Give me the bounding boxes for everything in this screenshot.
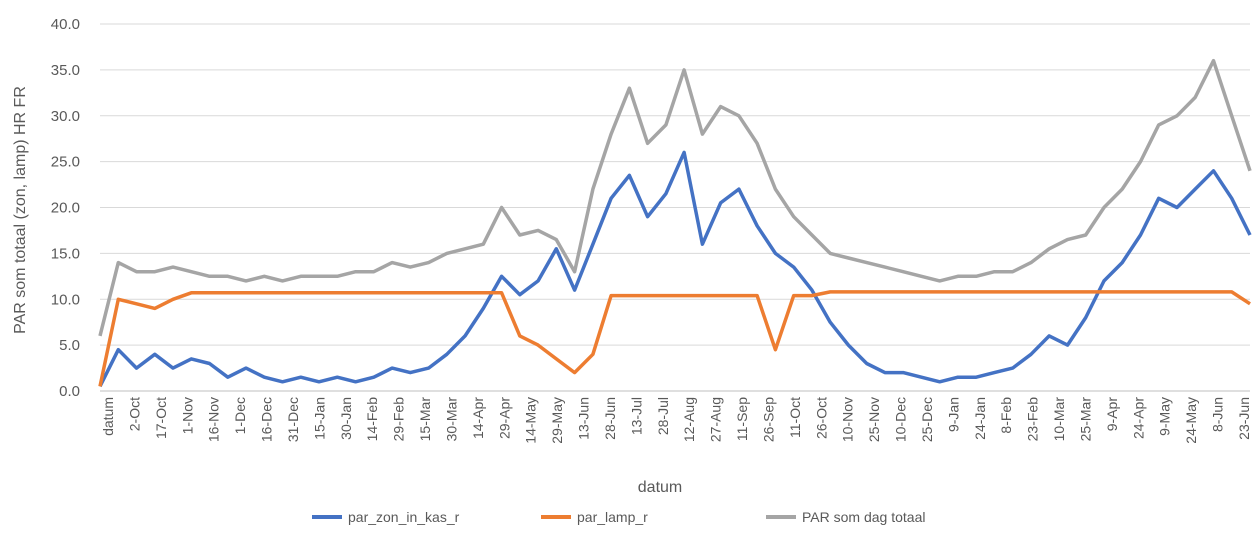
x-tick-label: 15-Mar	[417, 397, 433, 442]
x-tick-label: 8-Feb	[998, 397, 1014, 434]
x-tick-label: 24-May	[1183, 397, 1199, 444]
y-tick-label: 20.0	[51, 200, 80, 217]
x-tick-label: 30-Jan	[338, 397, 354, 440]
legend: par_zon_in_kas_r par_lamp_r PAR som dag to…	[312, 509, 925, 525]
legend-label: par_zon_in_kas_r	[348, 509, 460, 525]
x-tick-label: 23-Feb	[1025, 397, 1041, 442]
x-axis-title: datum	[638, 479, 682, 496]
x-tick-label: 16-Dec	[259, 397, 275, 442]
y-tick-label: 10.0	[51, 291, 80, 308]
y-tick-label: 25.0	[51, 154, 80, 171]
x-tick-label: 1-Dec	[232, 397, 248, 434]
y-tick-labels: 0.0 5.0 10.0 15.0 20.0 25.0 30.0 35.0 40.0	[51, 16, 80, 400]
series-line-par-som-dag-totaal	[98, 58, 1252, 337]
x-tick-label: 10-Dec	[893, 397, 909, 442]
y-tick-label: 30.0	[51, 108, 80, 125]
x-tick-label: datum	[100, 397, 116, 436]
y-axis-title: PAR som totaal (zon, lamp) HR FR	[12, 86, 29, 334]
y-tick-label: 15.0	[51, 245, 80, 262]
x-tick-label: 16-Nov	[206, 397, 222, 442]
x-tick-label: 15-Jan	[311, 397, 327, 440]
x-tick-label: 30-Mar	[443, 397, 459, 442]
x-tick-label: 28-Jul	[655, 397, 671, 435]
y-tick-label: 5.0	[59, 337, 80, 354]
x-tick-label: 12-Aug	[681, 397, 697, 442]
x-tick-label: 31-Dec	[285, 397, 301, 442]
series-line-par-lamp-r	[98, 290, 1251, 387]
x-tick-label: 23-Jun	[1236, 397, 1252, 440]
x-tick-label: 26-Oct	[813, 397, 829, 439]
x-tick-label: 17-Oct	[153, 397, 169, 439]
x-tick-label: 29-Feb	[391, 397, 407, 442]
x-tick-label: 11-Oct	[787, 397, 803, 438]
x-tick-label: 24-Apr	[1130, 397, 1146, 439]
x-tick-label: 9-Apr	[1104, 397, 1120, 432]
x-tick-label: 13-Jun	[576, 397, 592, 440]
x-tick-label: 9-Jan	[945, 397, 961, 432]
x-tick-label: 10-Mar	[1051, 397, 1067, 442]
x-tick-label: 28-Jun	[602, 397, 618, 440]
x-tick-label: 14-Apr	[470, 397, 486, 439]
x-tick-label: 25-Nov	[866, 397, 882, 442]
x-tick-label: 10-Nov	[840, 397, 856, 442]
x-tick-label: 14-May	[523, 397, 539, 444]
x-tick-label: 14-Feb	[364, 397, 380, 442]
x-tick-label: 8-Jun	[1210, 397, 1226, 432]
x-tick-label: 24-Jan	[972, 397, 988, 440]
x-tick-label: 29-May	[549, 397, 565, 444]
x-tick-label: 25-Dec	[919, 397, 935, 442]
x-tick-labels: datum 2-Oct 17-Oct 1-Nov 16-Nov 1-Dec 16-Dec 31…	[100, 397, 1252, 444]
y-tick-label: 40.0	[51, 16, 80, 33]
x-tick-label: 9-May	[1157, 397, 1173, 436]
x-tick-label: 13-Jul	[628, 397, 644, 435]
x-tick-label: 25-Mar	[1077, 397, 1093, 442]
series-line-par-zon-in-kas-r	[98, 150, 1252, 388]
x-tick-label: 29-Apr	[496, 397, 512, 439]
gridlines	[100, 23, 1250, 392]
x-tick-label: 27-Aug	[708, 397, 724, 442]
legend-label: par_lamp_r	[577, 509, 648, 525]
series-lines	[98, 58, 1252, 388]
x-tick-label: 2-Oct	[126, 397, 142, 431]
x-tick-label: 26-Sep	[760, 397, 776, 442]
y-tick-label: 0.0	[59, 383, 80, 400]
x-tick-label: 1-Nov	[179, 397, 195, 434]
x-tick-label: 11-Sep	[734, 397, 750, 441]
y-tick-label: 35.0	[51, 62, 80, 79]
legend-label: PAR som dag totaal	[802, 509, 925, 525]
